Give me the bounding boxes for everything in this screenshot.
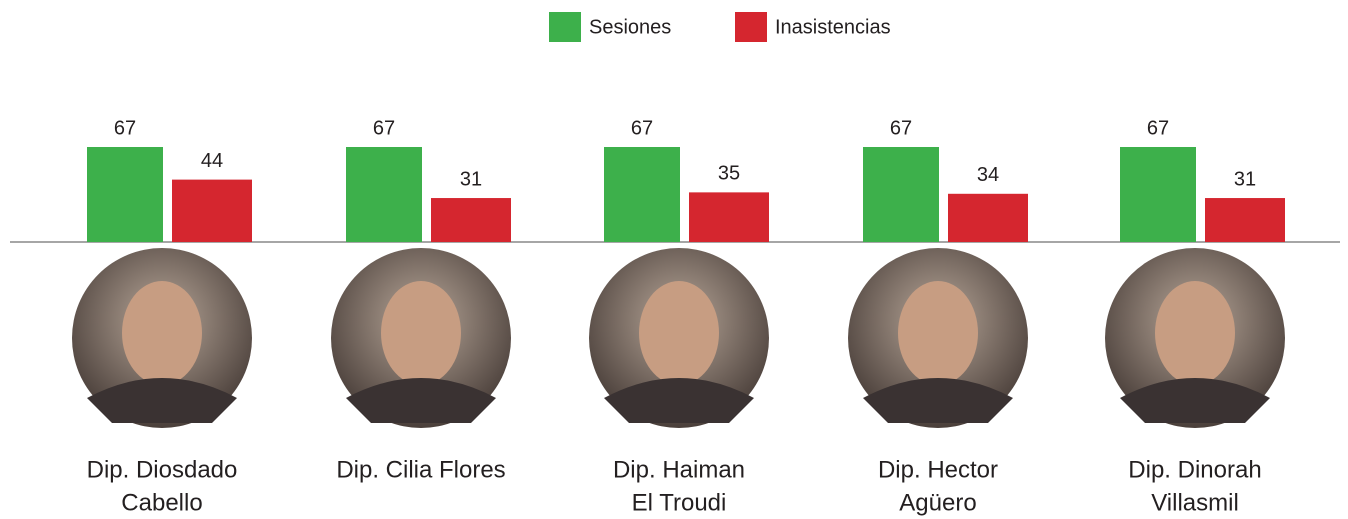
portrait-face — [898, 281, 978, 385]
bar — [604, 147, 680, 242]
value-label: 67 — [1147, 117, 1169, 139]
portrait-face — [1155, 281, 1235, 385]
value-label: 34 — [977, 164, 999, 186]
deputy-name: Dip. Hector — [878, 456, 998, 483]
value-label: 31 — [460, 168, 482, 190]
value-label: 44 — [201, 150, 223, 172]
deputy-name: Dip. Dinorah — [1128, 456, 1261, 483]
deputy-name: Dip. Haiman — [613, 456, 745, 483]
value-label: 35 — [718, 163, 740, 185]
deputy-name: Dip. Diosdado — [87, 456, 238, 483]
page: Sesiones Inasistencias 67 44 Dip. Diosdado Ca… — [0, 0, 1348, 519]
portrait-face — [639, 281, 719, 385]
deputy-name: Villasmil — [1151, 489, 1239, 516]
legend-label: Inasistencias — [775, 16, 891, 38]
bar — [346, 147, 422, 242]
chart: Sesiones Inasistencias 67 44 Dip. Diosdado Ca… — [0, 0, 1348, 519]
bar — [1120, 147, 1196, 242]
legend-swatch — [735, 12, 767, 42]
portrait-face — [122, 281, 202, 385]
deputy-name: Agüero — [899, 489, 976, 516]
bar — [948, 194, 1028, 242]
bar — [689, 192, 769, 242]
value-label: 67 — [114, 117, 136, 139]
portrait-face — [381, 281, 461, 385]
bar — [431, 198, 511, 242]
bar — [863, 147, 939, 242]
value-label: 67 — [631, 117, 653, 139]
value-label: 67 — [373, 117, 395, 139]
value-label: 31 — [1234, 168, 1256, 190]
bar — [172, 180, 252, 242]
value-label: 67 — [890, 117, 912, 139]
legend-label: Sesiones — [589, 16, 671, 38]
deputy-name: Dip. Cilia Flores — [336, 456, 505, 483]
bar — [87, 147, 163, 242]
legend-swatch — [549, 12, 581, 42]
deputy-name: El Troudi — [632, 489, 727, 516]
bar — [1205, 198, 1285, 242]
deputy-name: Cabello — [121, 489, 202, 516]
